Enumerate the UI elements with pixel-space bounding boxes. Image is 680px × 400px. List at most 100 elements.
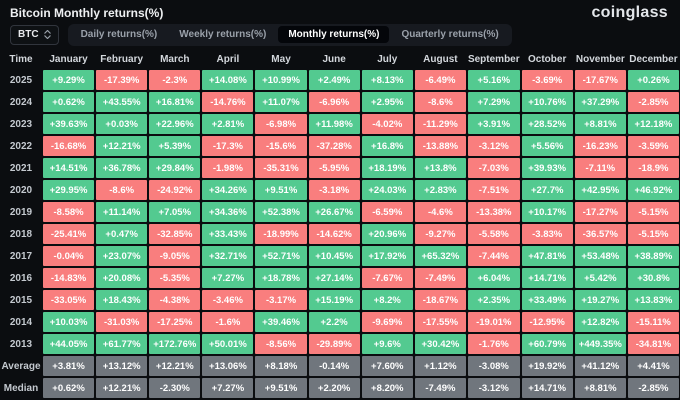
return-cell-2019-november: -17.27% bbox=[574, 202, 626, 222]
return-cell-2017-july: +17.92% bbox=[361, 246, 413, 266]
return-cell-2022-july: +16.8% bbox=[361, 136, 413, 156]
return-cell-2024-september: +7.29% bbox=[467, 92, 520, 112]
return-cell-2016-november: +5.42% bbox=[574, 268, 626, 288]
tab-daily[interactable]: Daily returns(%) bbox=[80, 29, 158, 40]
return-cell-2015-october: +33.49% bbox=[521, 290, 573, 310]
return-cell-average-july: +7.60% bbox=[361, 356, 413, 376]
return-cell-2025-april: +14.08% bbox=[202, 70, 254, 90]
row-label-2024: 2024 bbox=[9, 96, 33, 108]
return-cell-2022-august: -13.88% bbox=[414, 136, 466, 156]
return-cell-2021-march: +29.84% bbox=[149, 158, 201, 178]
return-cell-2014-july: -9.69% bbox=[361, 312, 413, 332]
return-cell-2020-august: +2.83% bbox=[414, 180, 466, 200]
return-cell-2018-october: -3.83% bbox=[521, 224, 573, 244]
return-cell-2020-february: -8.6% bbox=[96, 180, 148, 200]
return-cell-2017-august: +65.32% bbox=[414, 246, 466, 266]
return-cell-2015-january: -33.05% bbox=[43, 290, 95, 310]
coin-selector[interactable]: BTC bbox=[10, 24, 59, 45]
coinglass-logo[interactable]: coinglass bbox=[591, 4, 668, 21]
return-cell-2021-february: +36.78% bbox=[96, 158, 148, 178]
return-cell-median-october: +14.71% bbox=[521, 378, 573, 398]
return-cell-2024-march: +16.81% bbox=[149, 92, 201, 112]
return-cell-2021-july: +18.19% bbox=[361, 158, 413, 178]
return-cell-2014-september: -19.01% bbox=[467, 312, 520, 332]
return-cell-average-february: +13.12% bbox=[96, 356, 148, 376]
return-cell-average-march: +12.21% bbox=[149, 356, 201, 376]
return-cell-2025-march: -2.3% bbox=[149, 70, 201, 90]
return-cell-2018-april: +33.43% bbox=[202, 224, 254, 244]
return-cell-median-november: +8.81% bbox=[574, 378, 626, 398]
return-cell-2019-june: +26.67% bbox=[308, 202, 360, 222]
return-cell-average-may: +8.18% bbox=[255, 356, 307, 376]
row-label-2020: 2020 bbox=[9, 184, 33, 196]
tab-monthly[interactable]: Monthly returns(%) bbox=[278, 26, 390, 43]
return-cell-average-september: -3.08% bbox=[467, 356, 520, 376]
return-cell-2015-september: +2.35% bbox=[467, 290, 520, 310]
return-cell-2015-july: +8.2% bbox=[361, 290, 413, 310]
row-label-2025: 2025 bbox=[9, 74, 33, 86]
return-cell-2016-july: -7.67% bbox=[361, 268, 413, 288]
return-cell-2015-november: +19.27% bbox=[574, 290, 626, 310]
return-cell-2023-january: +39.63% bbox=[43, 114, 95, 134]
return-cell-2025-august: -6.49% bbox=[414, 70, 466, 90]
return-cell-2014-april: -1.6% bbox=[202, 312, 254, 332]
return-cell-2022-may: -15.6% bbox=[255, 136, 307, 156]
return-cell-2024-june: -6.96% bbox=[308, 92, 360, 112]
return-cell-2022-february: +12.21% bbox=[96, 136, 148, 156]
return-cell-2018-january: -25.41% bbox=[43, 224, 95, 244]
return-cell-2017-october: +47.81% bbox=[521, 246, 573, 266]
return-cell-2025-june: +2.49% bbox=[308, 70, 360, 90]
return-cell-average-december: +4.41% bbox=[627, 356, 679, 376]
return-cell-2020-may: +9.51% bbox=[255, 180, 307, 200]
return-cell-2023-august: -11.29% bbox=[414, 114, 466, 134]
row-label-2014: 2014 bbox=[9, 316, 33, 328]
row-label-2013: 2013 bbox=[9, 338, 33, 350]
column-header-september: September bbox=[467, 54, 520, 65]
return-cell-2023-november: +8.81% bbox=[574, 114, 626, 134]
return-cell-2016-april: +7.27% bbox=[202, 268, 254, 288]
tab-quarterly[interactable]: Quarterly returns(%) bbox=[401, 29, 499, 40]
return-cell-2016-august: -7.49% bbox=[414, 268, 466, 288]
return-cell-2013-january: +44.05% bbox=[43, 334, 95, 354]
return-cell-2021-april: -1.98% bbox=[202, 158, 254, 178]
row-label-median: Median bbox=[3, 382, 39, 394]
return-cell-2019-september: -13.38% bbox=[467, 202, 520, 222]
return-cell-2013-november: +449.35% bbox=[574, 334, 626, 354]
return-cell-2025-may: +10.99% bbox=[255, 70, 307, 90]
return-cell-2025-october: -3.69% bbox=[521, 70, 573, 90]
return-cell-average-june: -0.14% bbox=[308, 356, 360, 376]
return-cell-2021-november: -7.11% bbox=[574, 158, 626, 178]
return-cell-2025-december: +0.26% bbox=[627, 70, 679, 90]
row-label-2019: 2019 bbox=[9, 206, 33, 218]
return-cell-2016-march: -5.35% bbox=[149, 268, 201, 288]
return-cell-2023-june: +11.98% bbox=[308, 114, 360, 134]
return-cell-2014-november: +12.82% bbox=[574, 312, 626, 332]
return-cell-2025-january: +9.29% bbox=[43, 70, 95, 90]
return-cell-average-november: +41.12% bbox=[574, 356, 626, 376]
return-cell-2013-december: -34.81% bbox=[627, 334, 679, 354]
return-cell-2015-april: -3.46% bbox=[202, 290, 254, 310]
return-cell-2016-december: +30.8% bbox=[627, 268, 679, 288]
return-cell-2014-august: -17.55% bbox=[414, 312, 466, 332]
return-cell-2020-january: +29.95% bbox=[43, 180, 95, 200]
return-cell-2020-november: +42.95% bbox=[574, 180, 626, 200]
return-cell-median-december: -2.85% bbox=[627, 378, 679, 398]
column-header-february: February bbox=[100, 54, 144, 65]
row-label-2016: 2016 bbox=[9, 272, 33, 284]
return-cell-2017-march: -9.05% bbox=[149, 246, 201, 266]
return-cell-2024-november: +37.29% bbox=[574, 92, 626, 112]
tab-weekly[interactable]: Weekly returns(%) bbox=[179, 29, 267, 40]
return-cell-2022-october: +5.56% bbox=[521, 136, 573, 156]
return-cell-average-october: +19.92% bbox=[521, 356, 573, 376]
return-cell-2021-may: -35.31% bbox=[255, 158, 307, 178]
return-cell-2024-april: -14.76% bbox=[202, 92, 254, 112]
return-cell-2020-march: -24.92% bbox=[149, 180, 201, 200]
return-cell-2023-september: +3.91% bbox=[467, 114, 520, 134]
return-cell-2013-august: +30.42% bbox=[414, 334, 466, 354]
return-cell-2020-july: +24.03% bbox=[361, 180, 413, 200]
return-cell-2020-september: -7.51% bbox=[467, 180, 520, 200]
return-cell-2015-february: +18.43% bbox=[96, 290, 148, 310]
return-cell-2015-march: -4.38% bbox=[149, 290, 201, 310]
return-cell-median-june: +2.20% bbox=[308, 378, 360, 398]
return-cell-2013-february: +61.77% bbox=[96, 334, 148, 354]
